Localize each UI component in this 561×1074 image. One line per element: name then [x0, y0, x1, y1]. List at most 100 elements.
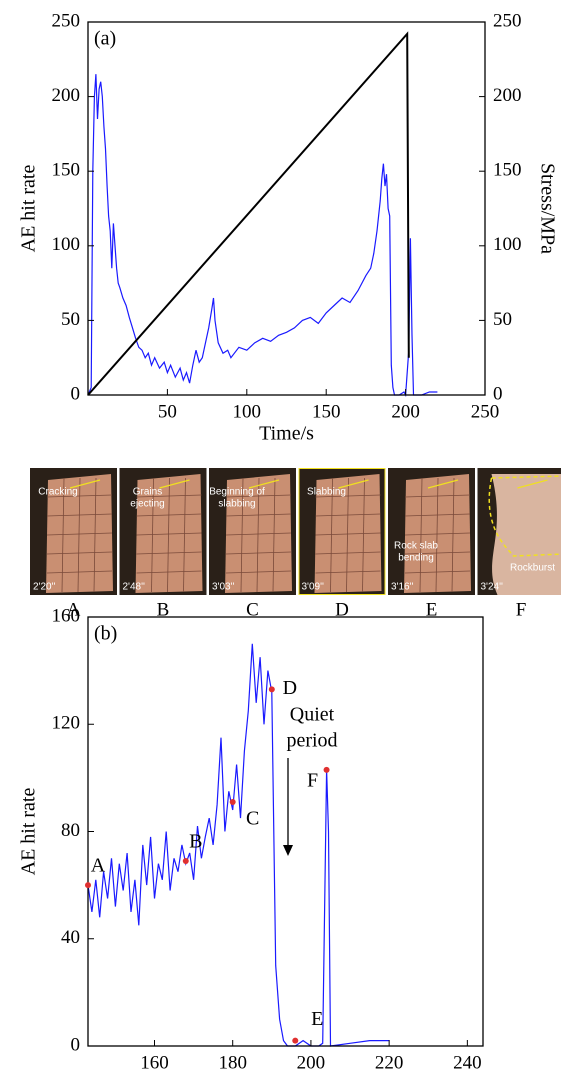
- slab-grid: [404, 513, 471, 517]
- slab-grid: [404, 532, 471, 536]
- slab-grid: [46, 570, 113, 574]
- slab-grid: [404, 570, 471, 574]
- y2-tick-label: 100: [493, 234, 522, 255]
- slab-grid: [256, 477, 260, 593]
- slab-grid: [346, 477, 349, 593]
- burst-area: [491, 474, 561, 595]
- point-label: E: [311, 1008, 323, 1030]
- pointer: [69, 479, 101, 489]
- annotation-arrowhead: [283, 845, 293, 856]
- marked-point: [292, 1037, 299, 1044]
- pointer: [248, 479, 280, 489]
- slab-grid: [136, 570, 202, 574]
- slab-grid: [225, 532, 292, 536]
- slab-grid: [404, 494, 471, 498]
- slab-grid: [419, 477, 423, 593]
- slab-grid: [93, 477, 97, 593]
- point-label: C: [246, 808, 259, 830]
- slab-grid: [46, 532, 113, 536]
- panel-highlight: [298, 468, 386, 595]
- photo-time: 3'24'': [481, 582, 504, 593]
- data-line: [87, 643, 390, 1047]
- x-tick-label: 240: [453, 1052, 482, 1073]
- marked-point: [229, 799, 236, 806]
- photo-caption: Rockburst: [510, 563, 555, 574]
- data-line: [87, 74, 438, 398]
- slab-grid: [435, 477, 439, 593]
- photo-caption: Cracking: [38, 487, 77, 498]
- y2-tick-label: 250: [493, 10, 522, 31]
- slab-grid: [225, 570, 292, 574]
- x-tick-label: 200: [391, 401, 420, 422]
- slab-grid: [136, 494, 202, 498]
- y2-axis-label: Stress/MPa: [536, 163, 558, 254]
- point-label: A: [91, 855, 106, 877]
- photo-letter: A: [67, 599, 81, 620]
- photo-panel: Slabbing 3'09'': [298, 468, 386, 595]
- slab-grid: [330, 477, 333, 593]
- slab-grid: [136, 532, 202, 536]
- y-tick-label: 250: [52, 10, 81, 31]
- pointer: [517, 479, 548, 489]
- x-tick-label: 220: [375, 1052, 404, 1073]
- slab-grid: [167, 477, 170, 593]
- slab-grid: [136, 513, 202, 517]
- y-tick-label: 0: [71, 1034, 81, 1055]
- x-tick-label: 160: [140, 1052, 169, 1073]
- x-tick-label: 200: [297, 1052, 326, 1073]
- slab-grid: [272, 477, 276, 593]
- slab-grid: [77, 477, 81, 593]
- slab-grid: [315, 551, 381, 555]
- photo-letter: C: [246, 599, 259, 620]
- y-tick-label: 120: [52, 713, 81, 734]
- marked-point: [85, 882, 91, 889]
- y-tick-label: 50: [61, 309, 80, 330]
- y-tick-label: 0: [71, 383, 81, 404]
- slab-grid: [225, 494, 292, 498]
- slab-grid: [315, 532, 381, 536]
- photo-caption: Beginning of: [209, 487, 265, 498]
- data-line: [87, 31, 410, 396]
- y-tick-label: 100: [52, 234, 81, 255]
- photo-caption: Rock slab: [394, 541, 438, 552]
- slab-grid: [225, 551, 292, 555]
- panel-label: (b): [94, 623, 117, 645]
- marked-point: [268, 686, 275, 693]
- pointer: [338, 479, 369, 489]
- x-tick-label: 100: [233, 401, 262, 422]
- photo-letter: B: [157, 599, 170, 620]
- point-label: B: [189, 831, 202, 853]
- slab-grid: [183, 477, 186, 593]
- photo-letter: F: [516, 599, 527, 620]
- slab-grid: [362, 477, 365, 593]
- y-tick-label: 150: [52, 160, 81, 181]
- point-label: F: [307, 769, 318, 791]
- x-tick-label: 150: [312, 401, 341, 422]
- slab-grid: [315, 570, 381, 574]
- photo-time: 3'09'': [302, 582, 325, 593]
- x-tick-label: 250: [471, 401, 500, 422]
- photo-letter: E: [426, 599, 438, 620]
- x-tick-label: 180: [218, 1052, 247, 1073]
- y-tick-label: 160: [52, 605, 81, 626]
- annotation: period: [286, 730, 337, 752]
- burst-outline: [488, 475, 561, 557]
- photo-time: 3'16'': [391, 582, 414, 593]
- photo-time: 2'20'': [33, 582, 56, 593]
- slab-grid: [61, 477, 65, 593]
- point-label: D: [283, 677, 297, 699]
- pointer: [159, 479, 190, 489]
- x-axis-label: Time/s: [259, 423, 314, 445]
- y2-tick-label: 50: [493, 309, 512, 330]
- pointer: [427, 479, 459, 489]
- photo-caption: Slabbing: [307, 487, 346, 498]
- slab-grid: [46, 494, 113, 498]
- marked-point: [182, 857, 189, 864]
- y-axis-label: AE hit rate: [18, 165, 40, 253]
- annotation: Quiet: [290, 704, 335, 726]
- y2-tick-label: 150: [493, 160, 522, 181]
- photo-caption: bending: [398, 553, 434, 564]
